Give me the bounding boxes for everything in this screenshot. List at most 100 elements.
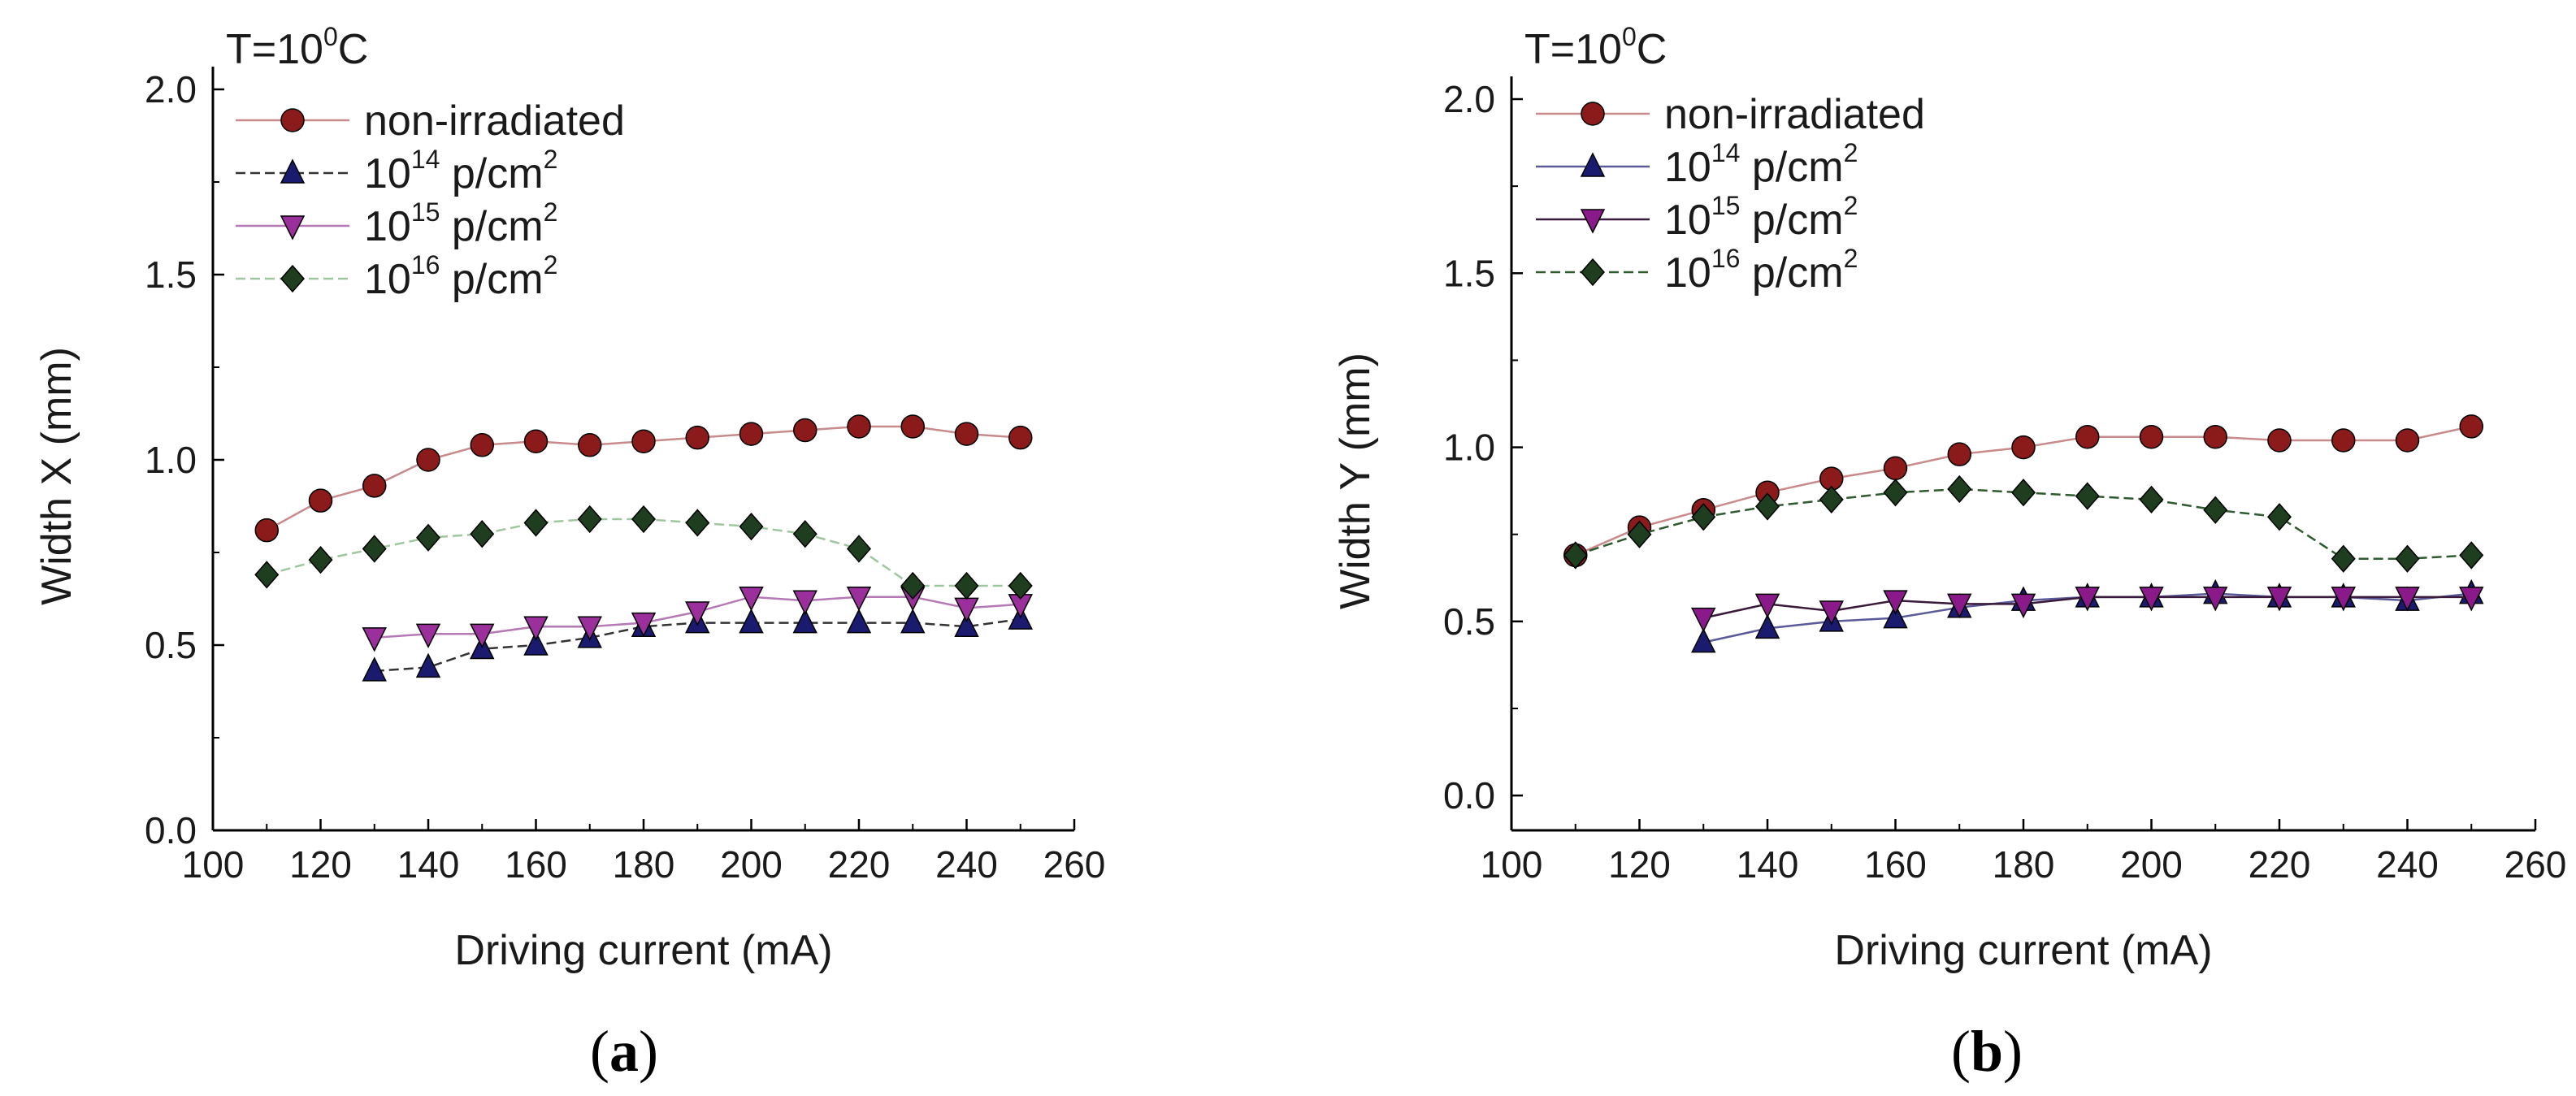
x-tick-label: 240 [2376,843,2439,886]
legend-label-superscript: 14 [1711,138,1741,167]
panel-caption-letter: a [609,1019,639,1084]
data-point [470,520,495,548]
data-point [2459,541,2484,570]
data-point [577,616,602,641]
data-point [2331,428,2356,453]
y-tick-label: 0.0 [1443,774,1495,817]
x-tick-label: 260 [2504,843,2567,886]
legend-label-base: 10 [1664,197,1711,244]
data-point [2395,544,2420,573]
legend-marker [1581,102,1605,126]
panel-caption: (a) [590,1019,658,1084]
data-point [416,448,440,472]
x-tick-label: 160 [1864,843,1927,886]
data-point [2331,544,2356,573]
legend-marker [1580,152,1606,177]
legend-marker [280,264,305,293]
data-point [846,608,872,634]
data-point [2011,435,2036,460]
data-point [523,429,549,453]
data-point [2395,587,2420,612]
data-point [470,433,494,457]
legend-marker [280,215,306,240]
x-tick-label: 140 [1737,843,1799,886]
data-point [1947,474,1972,504]
data-point [792,520,817,548]
data-point [415,623,441,648]
legend-label-base: 10 [364,203,411,250]
y-axis-title: Width X (mm) [33,347,80,605]
data-point [631,612,657,638]
data-point [577,505,602,534]
data-point [416,523,440,552]
legend-label: non-irradiated [1664,91,1925,138]
legend-marker [1581,258,1605,287]
data-point [308,545,333,574]
data-point [2267,428,2292,453]
data-point [685,509,710,537]
y-tick-label: 0.5 [145,624,197,666]
legend-label-base: non-irradiated [364,97,625,145]
legend-label: 1015 p/cm2 [1664,191,1858,244]
data-point [362,474,387,498]
data-point [739,608,764,634]
legend-label-base: 10 [364,150,411,197]
data-point [578,433,602,457]
y-tick-label: 2.0 [1443,78,1495,120]
legend-label-base: 10 [1664,249,1711,297]
legend-label-unit: p/cm [1740,144,1843,191]
x-tick-label: 120 [1608,843,1671,886]
y-tick-label: 1.5 [145,253,197,296]
legend-marker [280,158,306,184]
data-point [1008,425,1033,450]
data-point [739,586,764,612]
y-tick-label: 1.0 [1443,427,1495,469]
data-point [254,518,279,543]
data-point [2010,593,2036,619]
y-tick-label: 1.5 [1443,252,1495,294]
data-point [792,590,817,615]
temperature-label: T=100C [1524,22,1667,73]
x-tick-label: 200 [2120,843,2183,886]
legend-marker [280,108,305,132]
y-tick-label: 0.5 [1443,600,1495,643]
data-point [1819,485,1844,513]
data-point [254,561,280,589]
chart-panel-b: 100 120 140 160 180 200 220 240 2600.00.51.01.52… [1332,22,2566,1084]
data-point [2459,587,2484,612]
panel-caption-close: ) [639,1019,658,1084]
x-tick-label: 260 [1043,843,1106,886]
data-point [523,509,549,537]
data-point [793,418,817,443]
data-point [954,571,979,600]
data-point [2331,587,2356,612]
legend-label: non-irradiated [364,97,625,145]
temperature-text: T=10 [226,26,323,73]
legend-label-superscript: 15 [1711,191,1741,220]
data-point [523,630,549,656]
data-point [362,627,387,652]
data-point [1947,442,1971,466]
data-point [2459,414,2483,439]
data-point [1755,492,1780,521]
data-point [954,612,979,637]
data-point [2139,485,2164,513]
data-point [2395,428,2420,453]
legend-label-unit: p/cm [1740,249,1843,297]
panel-caption: (b) [1951,1019,2023,1084]
data-point [847,414,871,439]
data-point [1691,627,1716,653]
x-tick-label: 120 [289,843,352,886]
temperature-unit: C [1637,26,1667,73]
legend-label-unit-superscript: 2 [1844,244,1858,273]
data-point [362,656,387,682]
data-point [362,535,387,563]
data-point [415,652,441,678]
legend-label-unit-superscript: 2 [1844,138,1858,167]
data-point [2139,424,2164,449]
x-tick-label: 100 [182,843,245,886]
legend-label-unit: p/cm [440,150,543,197]
legend-label: 1015 p/cm2 [364,197,557,250]
data-point [1691,607,1716,633]
